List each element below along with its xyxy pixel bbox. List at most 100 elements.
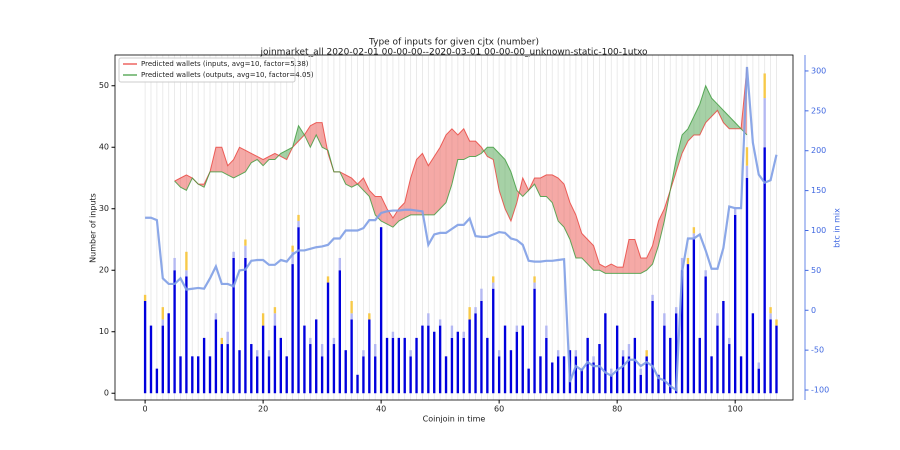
bar: [763, 147, 766, 394]
fill-between: [558, 177, 565, 228]
bar: [663, 313, 666, 326]
bar: [692, 227, 696, 234]
fill-between: [499, 153, 506, 209]
bar: [722, 300, 725, 394]
bar: [226, 344, 229, 394]
y-tick-label: 20: [99, 266, 109, 275]
bar: [456, 331, 460, 394]
bar: [332, 344, 336, 394]
bar: [173, 270, 176, 394]
bar: [621, 356, 625, 394]
fill-between: [316, 122, 323, 148]
bar: [379, 227, 383, 394]
bar: [143, 294, 147, 301]
bar: [645, 356, 648, 394]
bar: [415, 337, 418, 394]
bar: [214, 319, 218, 394]
bar: [350, 300, 353, 314]
fill-between: [457, 128, 464, 160]
bar: [763, 98, 766, 148]
bar: [320, 356, 324, 394]
y2-tick-label: -50: [811, 346, 824, 355]
bar: [686, 264, 690, 394]
bar: [657, 374, 660, 394]
bar: [409, 350, 412, 357]
bar: [202, 337, 206, 394]
bar: [438, 319, 442, 326]
bar: [533, 288, 536, 394]
bar: [633, 337, 637, 394]
bar: [427, 313, 430, 326]
bar: [769, 319, 772, 394]
bar: [669, 337, 672, 394]
bar: [474, 307, 477, 314]
fill-between: [493, 147, 500, 191]
fill-between: [463, 128, 470, 160]
bar: [220, 344, 223, 394]
bar: [185, 276, 188, 394]
fill-between: [475, 141, 482, 157]
bar: [686, 257, 690, 265]
fill-between: [428, 156, 435, 215]
bar: [438, 325, 442, 394]
fill-between: [363, 177, 370, 197]
bar: [161, 307, 164, 320]
bar: [462, 337, 465, 394]
bar: [509, 350, 513, 394]
bar: [492, 288, 495, 394]
x-axis-label: Coinjoin in time: [423, 415, 486, 424]
bar: [733, 214, 737, 394]
bar: [515, 325, 519, 332]
fill-between: [729, 116, 736, 129]
y2-tick-label: 50: [811, 266, 821, 275]
bar: [716, 325, 719, 394]
fill-between: [540, 174, 547, 197]
plot-frame: [114, 54, 794, 401]
fill-between: [682, 128, 688, 154]
bar: [480, 300, 483, 394]
fill-between: [239, 147, 246, 175]
fill-between: [298, 125, 305, 142]
fill-between: [446, 128, 452, 203]
bar: [244, 239, 247, 246]
bar: [273, 313, 277, 326]
x-tick-label: 80: [612, 405, 622, 414]
bar: [256, 350, 259, 357]
bar: [220, 337, 223, 345]
bar: [273, 325, 277, 394]
fill-between: [676, 134, 683, 172]
bar: [450, 325, 454, 338]
bar: [173, 257, 176, 271]
bar: [238, 350, 241, 394]
bar: [769, 313, 772, 320]
fill-between: [387, 208, 393, 228]
bar: [185, 270, 188, 277]
fill-between: [699, 85, 706, 135]
bar: [244, 257, 247, 394]
bar: [674, 307, 678, 314]
bar: [592, 356, 595, 363]
fill-between: [410, 159, 417, 215]
bar: [574, 356, 578, 394]
line: [174, 67, 748, 268]
bar: [285, 356, 288, 394]
fill-between: [245, 150, 252, 172]
bar: [297, 221, 300, 228]
bar: [149, 325, 153, 394]
bar: [610, 368, 613, 375]
bar: [273, 307, 277, 314]
x-tick-label: 40: [376, 405, 386, 414]
bar: [191, 356, 194, 394]
y2-tick-label: 0: [811, 306, 816, 315]
bar: [356, 374, 359, 394]
chart-title: Type of inputs for given cjtx (number): [368, 38, 539, 48]
bar: [704, 270, 707, 277]
bar: [161, 325, 164, 394]
fill-between: [392, 208, 399, 228]
fill-between: [617, 267, 624, 274]
bar: [704, 276, 707, 394]
bar: [143, 300, 147, 394]
fill-between: [552, 174, 559, 222]
bar: [261, 313, 265, 326]
